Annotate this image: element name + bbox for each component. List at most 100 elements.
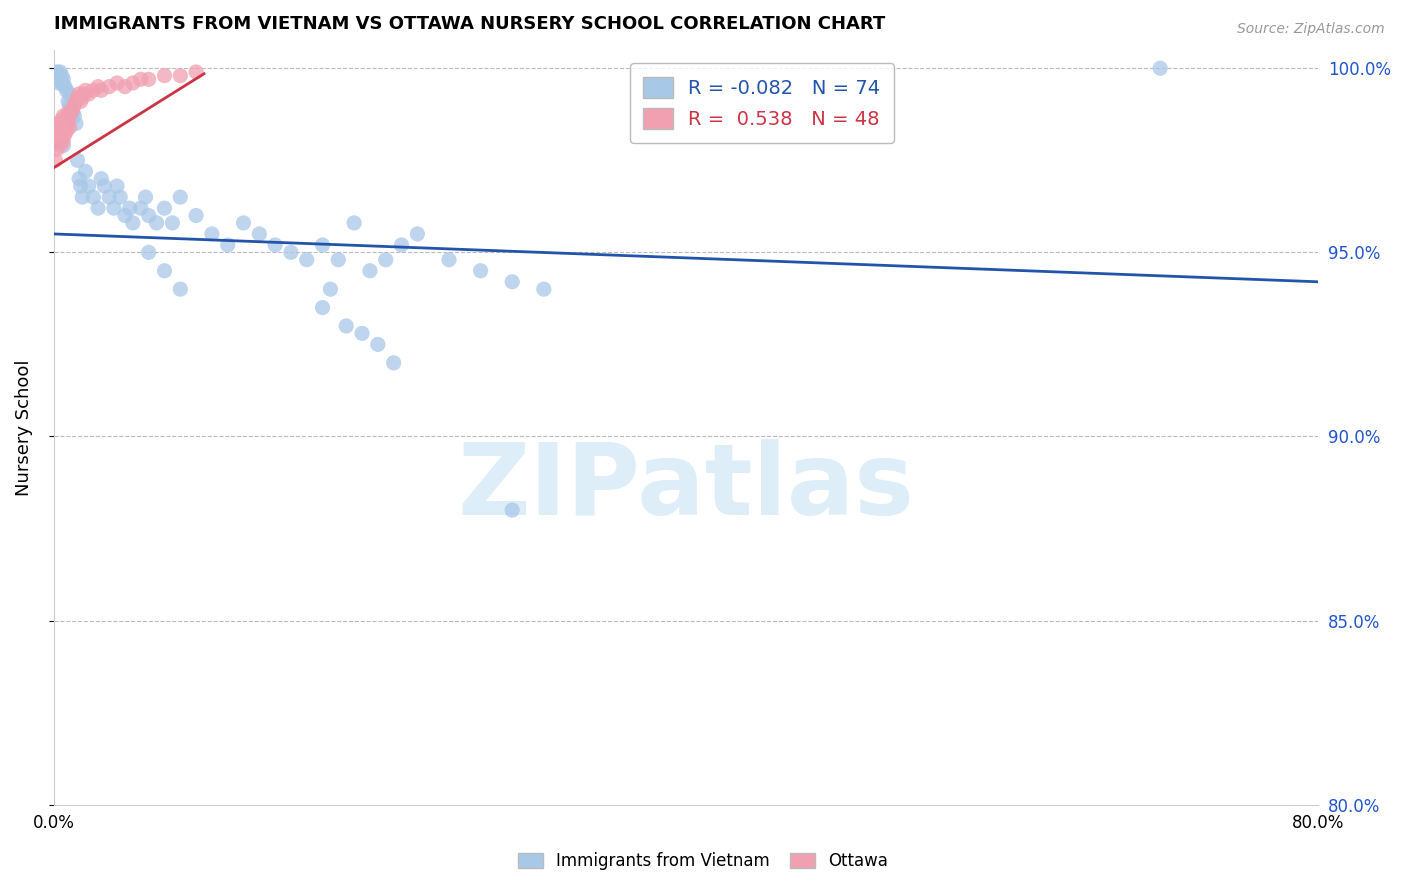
Point (87, 79, 110, 94)
Point (48, 69, 70, 83)
Point (66, 153, 89, 168)
Point (153, 69, 176, 83)
Point (343, 216, 366, 230)
Point (350, 326, 373, 341)
Point (145, 216, 167, 230)
Point (232, 216, 254, 230)
Point (55, 112, 77, 127)
Point (49, 138, 72, 153)
Point (169, 69, 191, 83)
Point (44, 153, 66, 168)
Point (359, 264, 381, 278)
Point (49, 72, 72, 87)
Point (52, 135, 75, 149)
Point (75, 83, 97, 97)
Point (335, 318, 357, 333)
Point (53, 79, 76, 94)
Point (53, 128, 76, 142)
Point (311, 301, 333, 315)
Point (118, 201, 141, 215)
Point (98, 79, 121, 94)
Point (280, 245, 302, 260)
Point (49, 128, 72, 142)
Point (52, 124, 75, 138)
Point (98, 190, 121, 204)
Point (169, 190, 191, 204)
Point (121, 76, 143, 90)
Point (93, 179, 115, 194)
Text: ZIPatlas: ZIPatlas (457, 439, 914, 536)
Point (114, 79, 136, 94)
Point (153, 201, 176, 215)
Legend: Immigrants from Vietnam, Ottawa: Immigrants from Vietnam, Ottawa (512, 846, 894, 877)
Point (77, 87, 100, 101)
Point (247, 227, 270, 241)
Point (69, 95, 91, 109)
Point (72, 91, 94, 105)
Point (67, 171, 90, 186)
Point (51, 112, 73, 127)
Point (46, 128, 69, 142)
Point (90, 83, 112, 97)
Point (55, 83, 77, 97)
Point (533, 282, 555, 296)
Point (73, 87, 96, 101)
Point (153, 264, 176, 278)
Point (72, 190, 94, 204)
Point (184, 65, 207, 79)
Point (56, 116, 79, 130)
Point (46, 120, 69, 135)
Point (319, 282, 342, 296)
Point (60, 102, 83, 116)
Point (48, 124, 70, 138)
Point (56, 95, 79, 109)
Point (59, 109, 82, 123)
Point (75, 164, 97, 178)
Point (52, 138, 75, 153)
Point (55, 124, 77, 138)
Point (110, 190, 132, 204)
Point (501, 275, 523, 289)
Point (217, 238, 239, 252)
Point (65, 95, 87, 109)
Point (69, 179, 91, 194)
Point (311, 238, 333, 252)
Point (51, 120, 73, 135)
Point (44, 69, 66, 83)
Point (66, 91, 89, 105)
Point (59, 120, 82, 135)
Point (367, 337, 389, 351)
Point (48, 76, 70, 90)
Point (105, 76, 128, 90)
Point (56, 105, 79, 120)
Point (391, 238, 413, 252)
Point (264, 238, 287, 252)
Point (51, 131, 73, 145)
Legend: R = -0.082   N = 74, R =  0.538   N = 48: R = -0.082 N = 74, R = 0.538 N = 48 (630, 63, 894, 143)
Point (60, 105, 83, 120)
Point (134, 190, 156, 204)
Point (67, 87, 90, 101)
Point (59, 98, 82, 112)
Text: Source: ZipAtlas.com: Source: ZipAtlas.com (1237, 22, 1385, 37)
Point (63, 109, 86, 123)
Y-axis label: Nursery School: Nursery School (15, 359, 32, 495)
Point (46, 142, 69, 156)
Point (46, 72, 69, 87)
Point (201, 227, 224, 241)
Point (382, 356, 405, 370)
Point (82, 83, 104, 97)
Point (121, 216, 143, 230)
Point (53, 116, 76, 130)
Point (51, 69, 73, 83)
Point (48, 116, 70, 130)
Point (129, 201, 152, 215)
Point (501, 503, 523, 517)
Point (62, 102, 84, 116)
Point (52, 109, 75, 123)
Point (82, 190, 104, 204)
Point (374, 252, 396, 267)
Point (46, 65, 69, 79)
Point (138, 209, 160, 223)
Point (49, 116, 72, 130)
